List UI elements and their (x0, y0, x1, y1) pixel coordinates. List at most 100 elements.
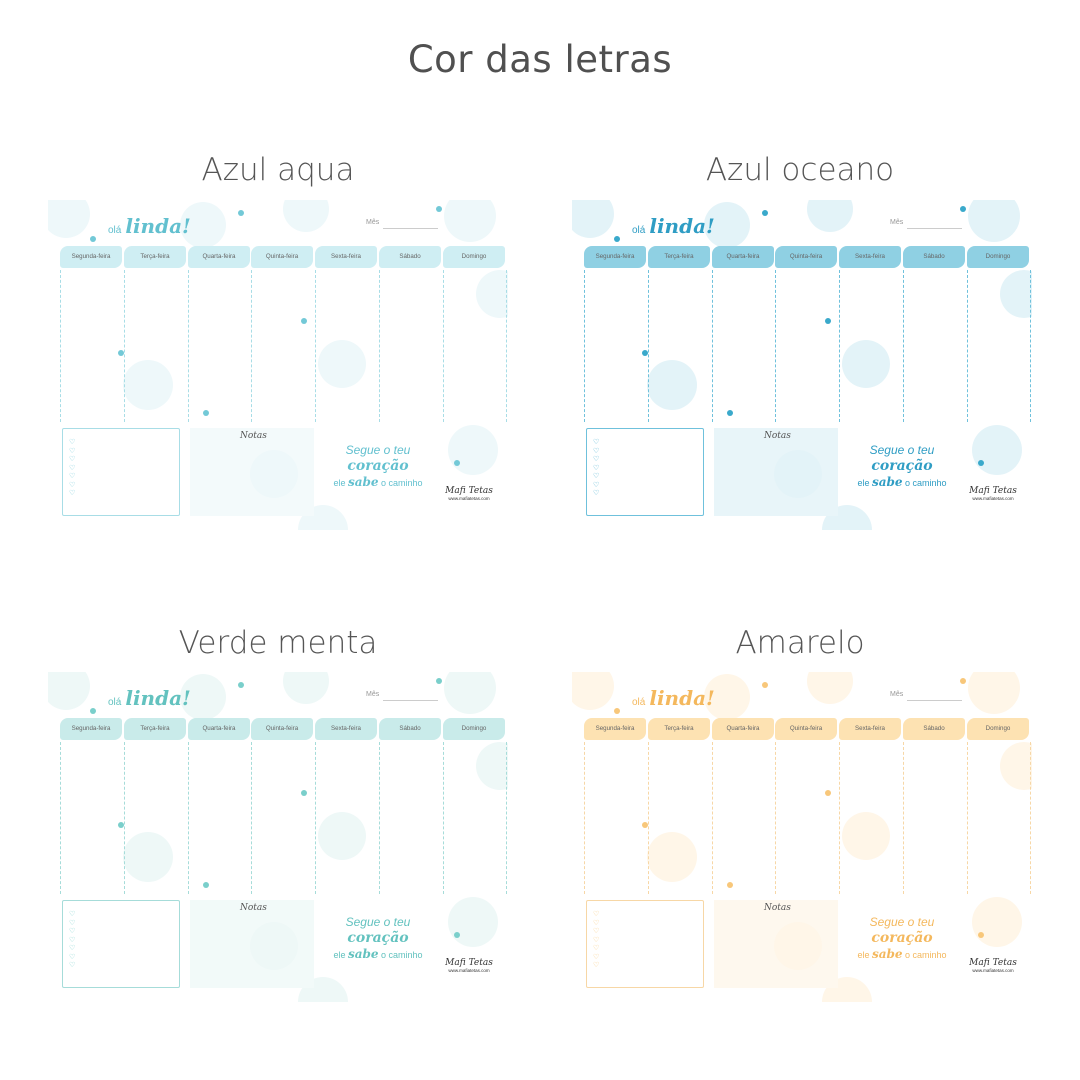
month-field (907, 700, 962, 701)
decorative-dot (454, 932, 460, 938)
weekday-tab: Segunda-feira (584, 718, 646, 740)
decorative-bubble (972, 425, 1022, 475)
greeting-small: olá (108, 225, 122, 236)
column-divider (188, 742, 189, 894)
variant-label: Azul oceano (705, 152, 895, 188)
variant-label: Azul aqua (201, 152, 355, 188)
decorative-bubble (48, 672, 90, 710)
quote-line-3: ele sabe o caminho (857, 947, 947, 961)
heart-checklist-icons: ♡ ♡ ♡ ♡ ♡ ♡ ♡ (593, 439, 600, 497)
brand-signature: Mafi Tetas www.mafiatetas.com (444, 958, 494, 974)
column-divider (775, 742, 776, 894)
decorative-dot (642, 822, 648, 828)
weekday-tab: Terça-feira (648, 246, 710, 268)
greeting: olá linda! (632, 686, 715, 710)
column-divider (584, 742, 585, 894)
decorative-bubble (774, 450, 822, 498)
quote: Segue o teu coração ele sabe o caminho (318, 914, 438, 963)
column-divider (379, 742, 380, 894)
column-divider (967, 270, 968, 422)
decorative-bubble (476, 742, 508, 790)
decorative-bubble (250, 450, 298, 498)
decorative-bubble (444, 200, 496, 242)
quote-line-1: Segue o teu (869, 915, 935, 929)
column-divider (903, 742, 904, 894)
column-divider (506, 742, 507, 894)
decorative-dot (301, 790, 307, 796)
decorative-bubble (318, 340, 366, 388)
brand-logo: Mafi Tetas (969, 486, 1017, 496)
month-field (907, 228, 962, 229)
weekday-header: Segunda-feira Terça-feira Quarta-feira Quin… (60, 718, 508, 740)
notes-box: Notas (190, 428, 314, 516)
decorative-bubble (1000, 270, 1032, 318)
checklist-box: ♡ ♡ ♡ ♡ ♡ ♡ ♡ (62, 900, 180, 988)
quote-line-3: ele sabe o caminho (333, 475, 423, 489)
decorative-dot (727, 410, 733, 416)
notes-box: Notas (714, 428, 838, 516)
notes-title: Notas (240, 431, 267, 441)
decorative-dot (960, 206, 966, 212)
month-label: Mês (890, 219, 904, 226)
greeting-small: olá (108, 697, 122, 708)
weekday-tab: Terça-feira (124, 718, 186, 740)
weekday-tab: Domingo (967, 718, 1029, 740)
notes-title: Notas (240, 903, 267, 913)
checklist-box: ♡ ♡ ♡ ♡ ♡ ♡ ♡ (62, 428, 180, 516)
decorative-dot (614, 708, 620, 714)
greeting-small: olá (632, 225, 646, 236)
decorative-bubble (572, 672, 614, 710)
notes-title: Notas (764, 903, 791, 913)
notes-title: Notas (764, 431, 791, 441)
decorative-dot (960, 678, 966, 684)
weekday-header: Segunda-feira Terça-feira Quarta-feira Quin… (584, 246, 1032, 268)
decorative-dot (203, 410, 209, 416)
column-divider (443, 742, 444, 894)
weekday-tab: Sábado (903, 718, 965, 740)
decorative-dot (238, 210, 244, 216)
decorative-bubble (123, 832, 173, 882)
brand-logo: Mafi Tetas (445, 486, 493, 496)
decorative-bubble (448, 425, 498, 475)
weekday-tab: Quinta-feira (775, 718, 837, 740)
column-divider (251, 742, 252, 894)
quote-line-2: coração (347, 458, 409, 474)
column-divider (124, 742, 125, 894)
decorative-bubble (842, 340, 890, 388)
decorative-bubble (647, 832, 697, 882)
month-label: Mês (890, 691, 904, 698)
planner-preview: olá linda! Mês Segunda-feira Terça-feira Quar… (48, 672, 508, 1002)
decorative-bubble (48, 200, 90, 238)
greeting-script: linda! (125, 214, 191, 238)
decorative-dot (825, 790, 831, 796)
heart-checklist-icons: ♡ ♡ ♡ ♡ ♡ ♡ ♡ (69, 911, 76, 969)
weekday-tab: Quinta-feira (251, 246, 313, 268)
brand-logo: Mafi Tetas (969, 958, 1017, 968)
column-divider (648, 270, 649, 422)
quote-line-2: coração (871, 458, 933, 474)
greeting-script: linda! (125, 686, 191, 710)
decorative-bubble (318, 812, 366, 860)
weekday-tab: Sexta-feira (315, 246, 377, 268)
decorative-dot (90, 708, 96, 714)
quote-line-2: coração (871, 930, 933, 946)
planner-preview: olá linda! Mês Segunda-feira Terça-feira Quar… (572, 200, 1032, 530)
column-divider (506, 270, 507, 422)
greeting-small: olá (632, 697, 646, 708)
decorative-bubble (968, 672, 1020, 714)
decorative-bubble (704, 674, 750, 720)
decorative-dot (203, 882, 209, 888)
column-divider (60, 742, 61, 894)
brand-url: www.mafiatetas.com (972, 496, 1014, 501)
greeting: olá linda! (632, 214, 715, 238)
heart-checklist-icons: ♡ ♡ ♡ ♡ ♡ ♡ ♡ (69, 439, 76, 497)
decorative-bubble (842, 812, 890, 860)
decorative-dot (118, 350, 124, 356)
weekday-tab: Segunda-feira (60, 718, 122, 740)
quote-line-1: Segue o teu (345, 443, 411, 457)
month-label: Mês (366, 219, 380, 226)
decorative-bubble (444, 672, 496, 714)
decorative-bubble (180, 674, 226, 720)
page-title: Cor das letras (407, 38, 673, 81)
decorative-dot (238, 682, 244, 688)
